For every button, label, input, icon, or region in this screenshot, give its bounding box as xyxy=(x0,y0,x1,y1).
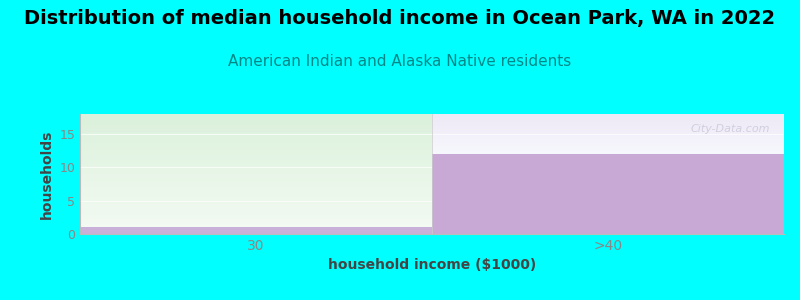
Text: City-Data.com: City-Data.com xyxy=(690,124,770,134)
Text: Distribution of median household income in Ocean Park, WA in 2022: Distribution of median household income … xyxy=(25,9,775,28)
Text: American Indian and Alaska Native residents: American Indian and Alaska Native reside… xyxy=(228,54,572,69)
X-axis label: household income ($1000): household income ($1000) xyxy=(328,258,536,272)
Bar xyxy=(80,114,432,234)
Bar xyxy=(80,227,432,234)
Bar xyxy=(432,114,784,234)
Bar xyxy=(432,154,784,234)
Y-axis label: households: households xyxy=(40,129,54,219)
